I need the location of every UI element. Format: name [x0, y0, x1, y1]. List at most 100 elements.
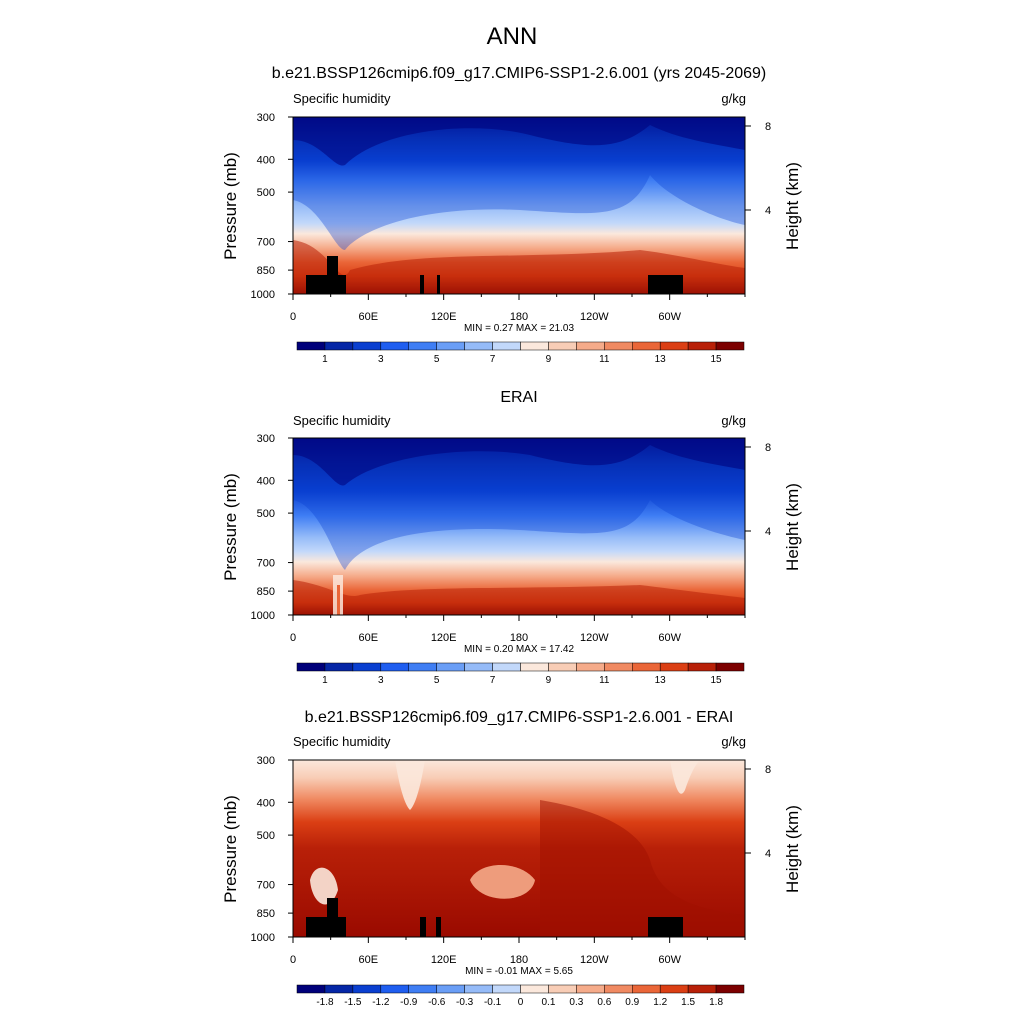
colorbar-label: 13 — [655, 354, 667, 365]
ytick-label: 700 — [257, 880, 275, 892]
colorbar-label: 1.5 — [681, 997, 695, 1008]
colorbar-label: 1.2 — [653, 997, 667, 1008]
colorbar-segment — [408, 662, 437, 672]
colorbar-segment — [632, 984, 661, 994]
xtick-label: 120W — [580, 311, 609, 323]
figure-title: ANN — [487, 23, 538, 50]
xtick-label: 120W — [580, 632, 609, 644]
panel-units-label: g/kg — [721, 91, 746, 106]
colorbar: 1 3 5 7 9 11 13 15 — [296, 662, 745, 686]
colorbar-segment — [604, 984, 633, 994]
colorbar-label: 3 — [378, 675, 384, 686]
contour-field — [293, 117, 745, 294]
colorbar-segment — [604, 341, 633, 351]
colorbar-label: 3 — [378, 354, 384, 365]
colorbar-segment — [520, 341, 549, 351]
contour-field — [293, 438, 745, 615]
stats-text: MIN = 0.20 MAX = 17.42 — [464, 644, 574, 655]
colorbar-label: 1.8 — [709, 997, 723, 1008]
y2tick-label: 8 — [765, 442, 771, 454]
colorbar-segment — [632, 341, 661, 351]
colorbar-label: 5 — [434, 675, 440, 686]
colorbar-label: 7 — [490, 354, 496, 365]
xtick-label: 120E — [431, 311, 457, 323]
colorbar-segment — [520, 984, 549, 994]
y2tick-label: 8 — [765, 121, 771, 133]
colorbar-segment — [408, 341, 437, 351]
colorbar-segment — [352, 341, 382, 351]
colorbar-label: 0.1 — [541, 997, 555, 1008]
ytick-label: 300 — [257, 433, 275, 445]
y2tick-label: 4 — [765, 205, 771, 217]
colorbar-segment — [715, 662, 745, 672]
stats-text: MIN = 0.27 MAX = 21.03 — [464, 323, 574, 334]
colorbar-segment — [324, 984, 354, 994]
colorbar: -1.8 -1.5 -1.2 -0.9 -0.6 -0.3 -0.1 0 0.1 0.3 0.6 0.… — [296, 984, 745, 1008]
y2label: Height (km) — [783, 805, 802, 893]
ytick-label: 700 — [257, 558, 275, 570]
ytick-label: 850 — [257, 908, 275, 920]
xtick-label: 120W — [580, 954, 609, 966]
colorbar-label: 0.9 — [625, 997, 639, 1008]
colorbar-label: -0.3 — [456, 997, 474, 1008]
colorbar-segment — [492, 662, 521, 672]
xtick-label: 180 — [510, 311, 528, 323]
ylabel: Pressure (mb) — [221, 795, 240, 903]
colorbar-segment — [659, 341, 689, 351]
y2tick-label: 4 — [765, 848, 771, 860]
colorbar-segment — [659, 984, 689, 994]
stats-text: MIN = -0.01 MAX = 5.65 — [465, 966, 573, 977]
colorbar-label: 1 — [322, 675, 328, 686]
xtick-label: 180 — [510, 954, 528, 966]
ytick-label: 1000 — [251, 289, 275, 301]
colorbar-label: 7 — [490, 675, 496, 686]
ytick-label: 500 — [257, 508, 275, 520]
colorbar-label: 1 — [322, 354, 328, 365]
colorbar-segment — [352, 984, 382, 994]
axes: 300 400 500 700 850 1000 8 4 0 60E 120E 180 120W 60W — [251, 112, 772, 323]
xtick-label: 0 — [290, 632, 296, 644]
xtick-label: 180 — [510, 632, 528, 644]
terrain-mask — [306, 256, 683, 294]
ytick-label: 850 — [257, 265, 275, 277]
panel-model: b.e21.BSSP126cmip6.f09_g17.CMIP6-SSP1-2.… — [221, 65, 802, 365]
xtick-label: 60E — [359, 311, 379, 323]
y2label: Height (km) — [783, 483, 802, 571]
colorbar-segment — [324, 662, 354, 672]
colorbar-label: -0.9 — [400, 997, 418, 1008]
xtick-label: 0 — [290, 311, 296, 323]
terrain-mask — [306, 898, 683, 937]
colorbar-segment — [408, 984, 437, 994]
colorbar-segment — [380, 341, 409, 351]
colorbar-segment — [436, 341, 465, 351]
ytick-label: 700 — [257, 237, 275, 249]
colorbar-segment — [715, 341, 745, 351]
ylabel: Pressure (mb) — [221, 473, 240, 581]
colorbar-label: -0.1 — [484, 997, 502, 1008]
colorbar-segment — [464, 984, 493, 994]
panel-units-label: g/kg — [721, 413, 746, 428]
colorbar-segment — [687, 341, 717, 351]
colorbar-segment — [548, 984, 577, 994]
y2tick-label: 4 — [765, 526, 771, 538]
xtick-label: 60W — [658, 632, 681, 644]
colorbar-segment — [687, 984, 717, 994]
panel-variable-label: Specific humidity — [293, 734, 391, 749]
panel-erai: ERAI Specific humidity g/kg 300 400 500 700… — [221, 389, 802, 686]
panel-variable-label: Specific humidity — [293, 91, 391, 106]
colorbar-segment — [548, 662, 577, 672]
ytick-label: 500 — [257, 830, 275, 842]
colorbar-segment — [436, 662, 465, 672]
ytick-label: 850 — [257, 586, 275, 598]
colorbar-label: 0.6 — [597, 997, 611, 1008]
xtick-label: 60W — [658, 954, 681, 966]
axes: 300 400 500 700 850 1000 8 4 0 60E 120E 180 120W 60W — [251, 755, 772, 966]
ytick-label: 1000 — [251, 610, 275, 622]
colorbar-label: 0 — [518, 997, 524, 1008]
colorbar-segment — [436, 984, 465, 994]
colorbar-segment — [464, 341, 493, 351]
panel-variable-label: Specific humidity — [293, 413, 391, 428]
y2label: Height (km) — [783, 162, 802, 250]
panel-title: ERAI — [500, 389, 537, 406]
